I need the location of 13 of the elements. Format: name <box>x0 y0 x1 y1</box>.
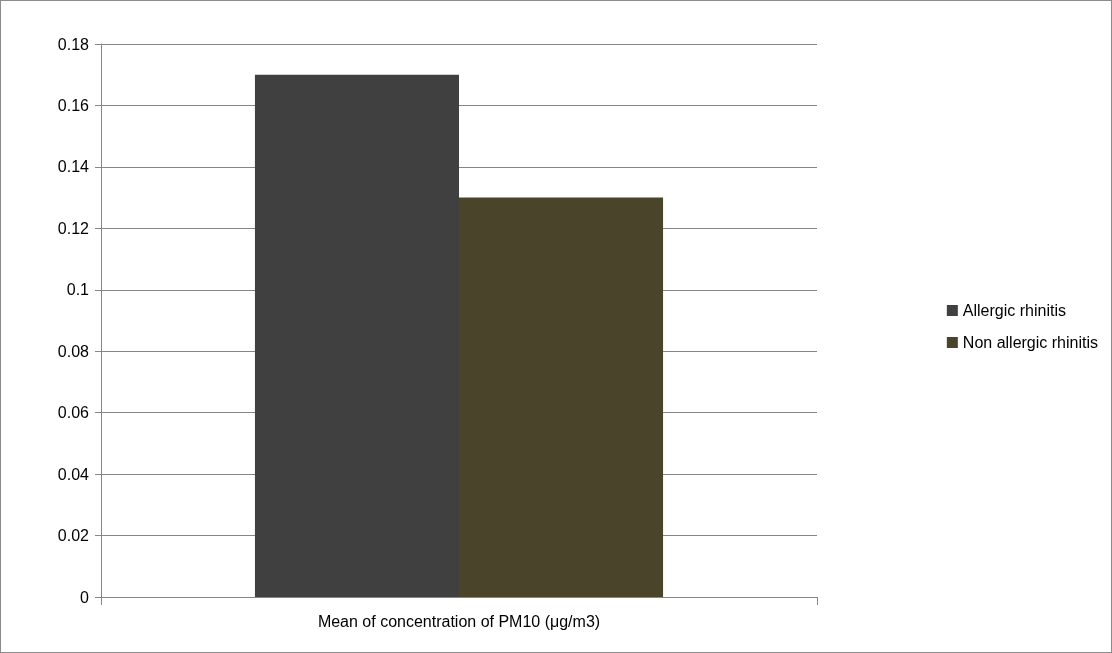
legend-label: Allergic rhinitis <box>962 302 1066 319</box>
x-tick-label: Mean of concentration of PM10 (μg/m3) <box>317 612 601 630</box>
y-tick-label: 0.02 <box>57 527 90 545</box>
y-tick-label: 0.14 <box>57 158 90 176</box>
y-tick-label: 0.08 <box>57 342 90 360</box>
y-tick-label: 0.16 <box>57 96 90 114</box>
y-tick-label: 0.12 <box>57 219 90 237</box>
y-tick-label: 0 <box>80 588 90 606</box>
y-tick-label: 0.06 <box>57 404 90 422</box>
y-tick-label: 0.1 <box>66 281 90 299</box>
legend-label: Non allergic rhinitis <box>962 334 1099 351</box>
y-tick-label: 0.04 <box>57 465 90 483</box>
y-tick-label: 0.18 <box>57 35 90 53</box>
